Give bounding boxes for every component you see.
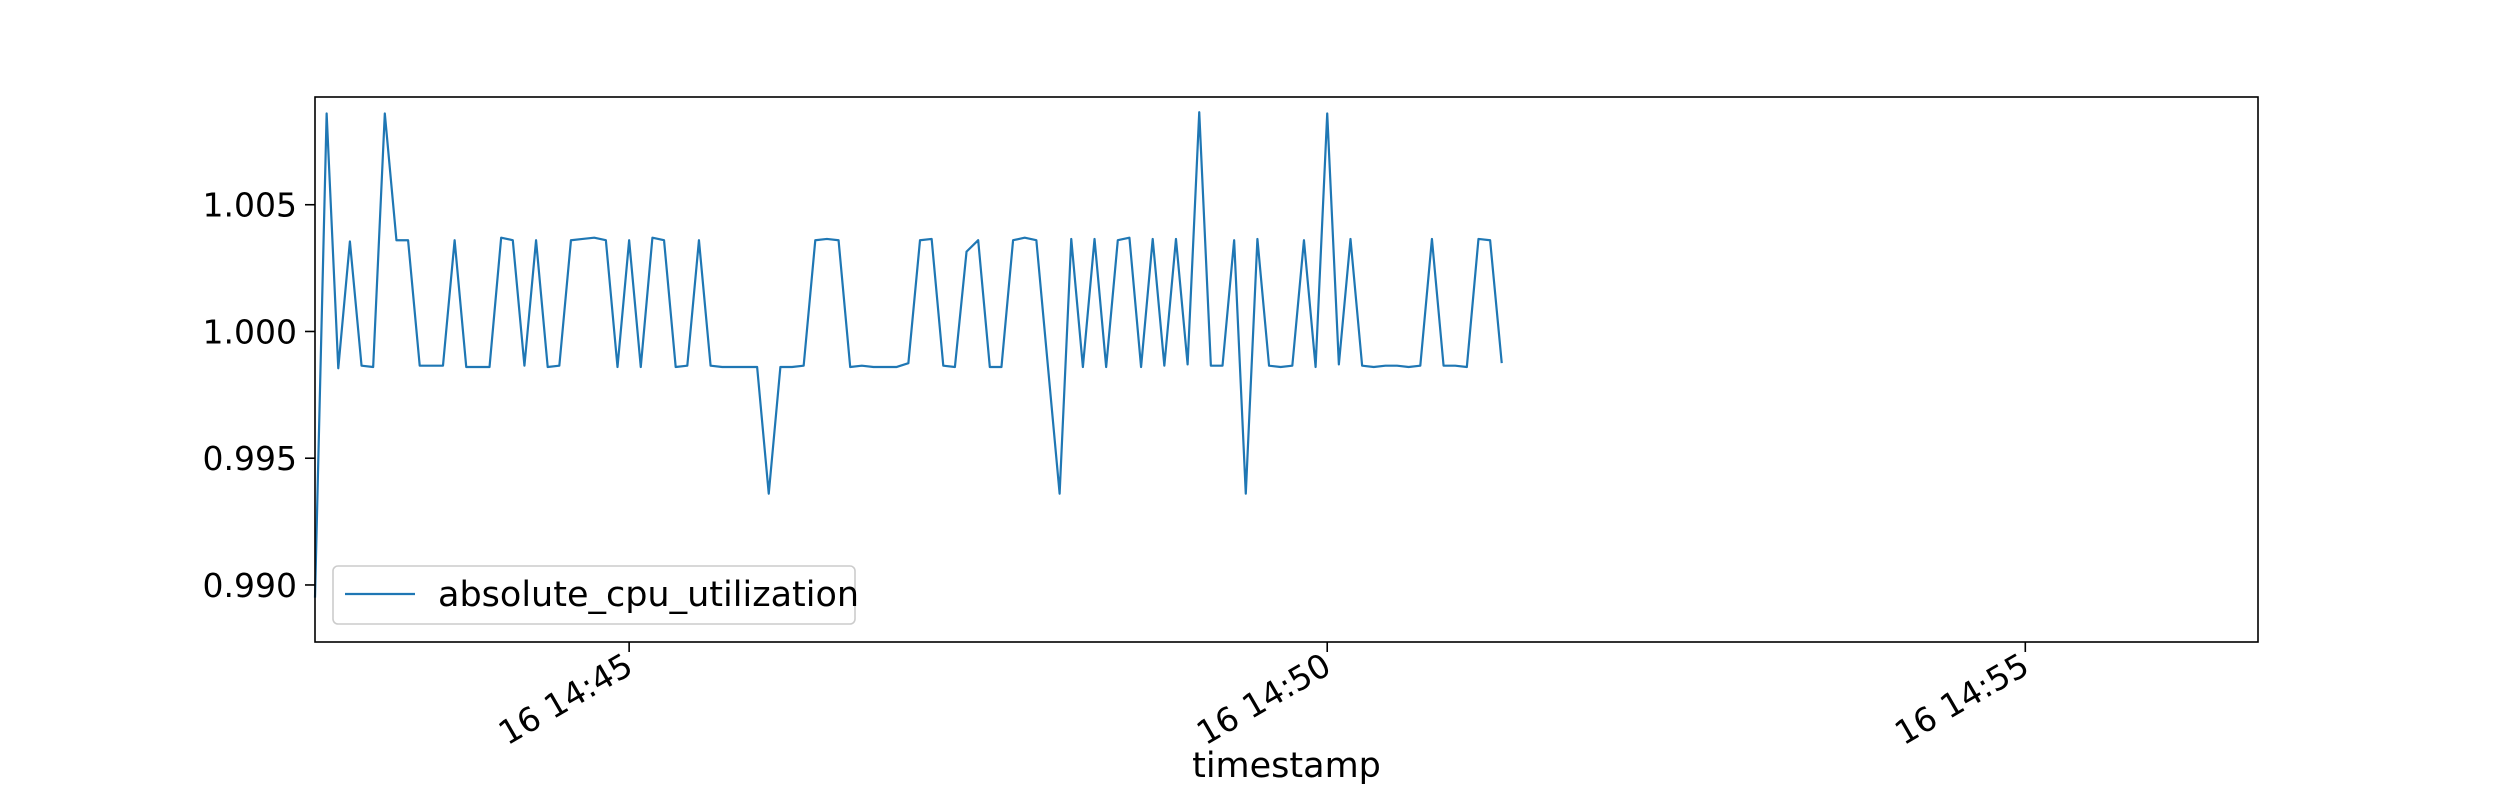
series-line-0 <box>313 111 1503 598</box>
legend: absolute_cpu_utilization <box>332 565 859 625</box>
x-tick-label: 16 14:50 <box>1190 645 1337 753</box>
x-tick-label: 16 14:45 <box>492 645 639 753</box>
y-axis: 0.990 0.995 1.000 1.005 <box>203 186 315 605</box>
plot-area <box>313 111 1503 598</box>
x-axis: 16 14:45 16 14:50 16 14:55 <box>492 642 2035 753</box>
x-tick-label: 16 14:55 <box>1888 645 2035 753</box>
y-tick-label: 0.995 <box>203 439 297 478</box>
plot-frame <box>314 96 2259 643</box>
legend-box <box>332 565 856 625</box>
x-axis-label: timestamp <box>1192 746 1381 786</box>
y-tick-label: 1.000 <box>203 312 297 351</box>
y-tick-label: 1.005 <box>203 186 297 225</box>
y-tick-label: 0.990 <box>203 566 297 605</box>
legend-label: absolute_cpu_utilization <box>438 575 859 615</box>
